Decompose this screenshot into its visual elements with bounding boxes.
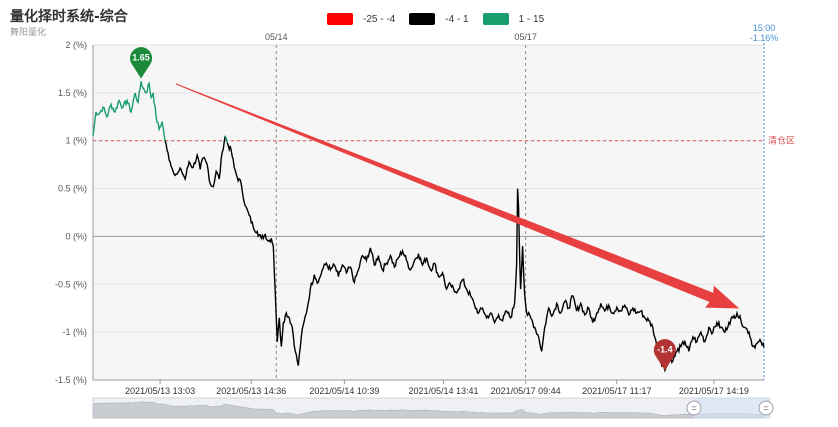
- legend: -25 - -4 -4 - 1 1 - 15: [327, 12, 558, 26]
- series-line-green: [92, 81, 166, 141]
- legend-swatch-black: [409, 13, 436, 25]
- legend-item-red[interactable]: -25 - -4: [327, 13, 395, 25]
- x-axis-ticks: 2021/05/13 13:03 2021/05/13 14:36 2021/05/…: [125, 380, 749, 396]
- y-axis-ticks: 2 (%) 1.5 (%) 1 (%) 0.5 (%) 0 (%) -0.5 (%) -1 …: [55, 40, 87, 385]
- max-marker-label: 1.65: [132, 53, 150, 63]
- y-tick-label: 1 (%): [65, 136, 87, 146]
- day-label: 05/17: [514, 32, 537, 42]
- chart-title: 量化择时系统-综合: [10, 9, 128, 25]
- navigator-left-handle-glyph: =: [691, 403, 696, 413]
- day-breaks: 05/14 05/17: [265, 32, 537, 380]
- series-lines: [92, 81, 765, 373]
- plot-background: [93, 45, 764, 380]
- min-marker-pin: [653, 339, 676, 371]
- navigator[interactable]: = =: [92, 397, 774, 419]
- max-marker: 1.65: [130, 47, 153, 79]
- y-tick-label: 0.5 (%): [58, 184, 87, 194]
- navigator-area: [92, 401, 765, 419]
- chart-subtitle: 舞阳量化: [10, 28, 47, 38]
- trend-arrow-shape: [175, 83, 740, 309]
- x-tick-label: 2021/05/17 09:44: [491, 386, 561, 396]
- x-tick-label: 2021/05/13 13:03: [125, 386, 195, 396]
- threshold-label: 清仓区: [768, 135, 795, 146]
- x-tick-label: 2021/05/13 14:36: [216, 386, 286, 396]
- x-tick-label: 2021/05/14 13:41: [408, 386, 478, 396]
- legend-label-black: -4 - 1: [445, 13, 469, 25]
- y-tick-label: 2 (%): [65, 40, 87, 50]
- x-tick-label: 2021/05/17 11:17: [582, 386, 651, 396]
- y-tick-label: 1.5 (%): [58, 88, 87, 98]
- legend-item-black[interactable]: -4 - 1: [409, 13, 469, 25]
- navigator-left-handle[interactable]: [686, 400, 702, 416]
- series-line-black: [164, 135, 226, 188]
- day-label: 05/14: [265, 32, 288, 42]
- navigator-right-handle-glyph: =: [763, 403, 768, 413]
- series-line-green: [224, 135, 228, 143]
- x-tick-label: 2021/05/14 10:39: [309, 386, 379, 396]
- y-tick-label: -1 (%): [63, 327, 88, 337]
- current-time-label: 15:00: [753, 23, 776, 33]
- legend-label-green: 1 - 15: [518, 13, 545, 25]
- navigator-selection[interactable]: [694, 398, 770, 418]
- navigator-right-handle[interactable]: [758, 400, 774, 416]
- min-marker-label: -1.4: [657, 344, 673, 354]
- series-line-black: [226, 142, 765, 373]
- current-value-label: -1.16%: [750, 33, 779, 43]
- y-tick-label: -0.5 (%): [55, 279, 87, 289]
- gridlines: [92, 44, 764, 381]
- y-tick-label: 0 (%): [65, 231, 87, 241]
- legend-label-red: -25 - -4: [363, 13, 396, 25]
- legend-swatch-red: [327, 13, 353, 25]
- trend-arrow: [175, 83, 740, 309]
- min-marker: -1.4: [653, 339, 676, 371]
- legend-swatch-green: [482, 13, 509, 25]
- max-marker-pin: [130, 47, 153, 79]
- x-tick-label: 2021/05/17 14:19: [679, 386, 749, 396]
- legend-item-green[interactable]: 1 - 15: [482, 13, 545, 25]
- y-tick-label: -1.5 (%): [55, 375, 87, 385]
